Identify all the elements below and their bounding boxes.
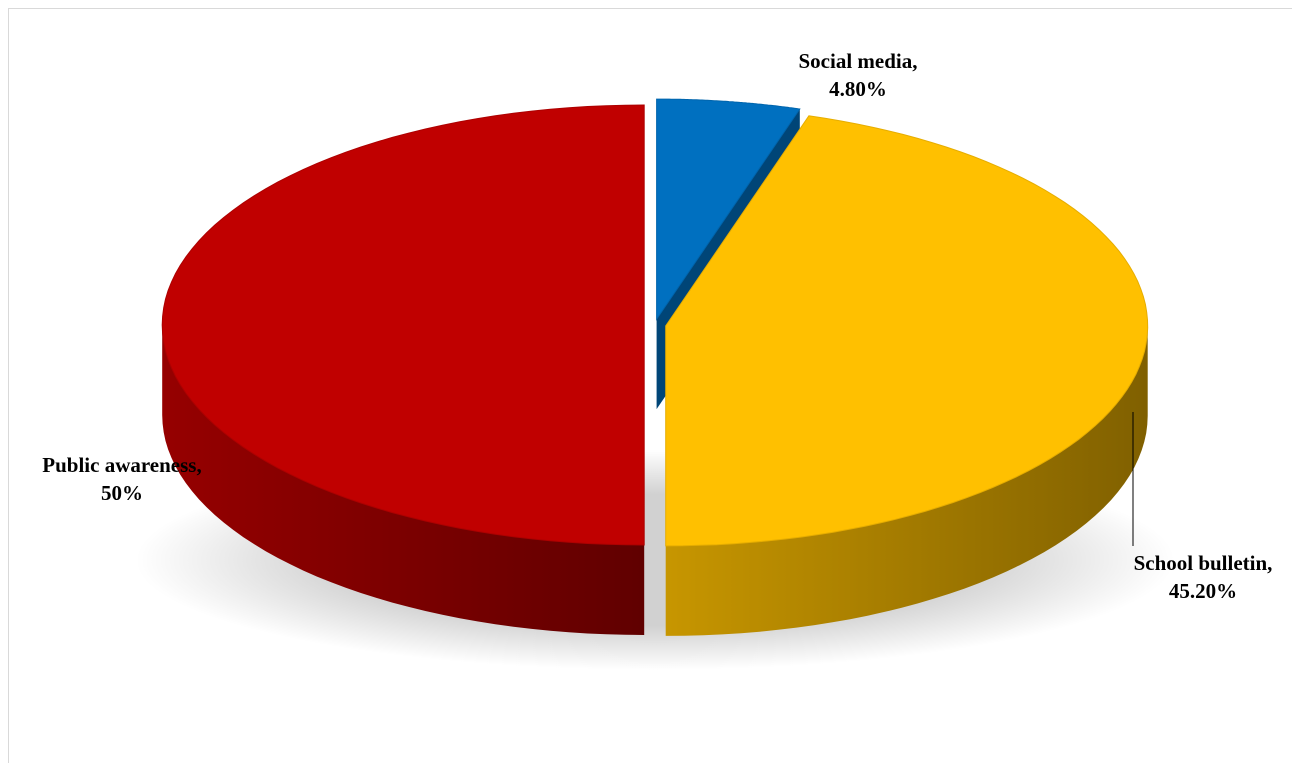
data-label-value-public-awareness: 50% [101,481,143,505]
pie-side-school-bulletin [665,325,1148,636]
pie-slice-school-bulletin [665,115,1149,547]
pie-side-public-awareness [162,325,645,635]
pie-slice-social-media [656,98,801,321]
data-label-value-social-media: 4.80% [829,77,887,101]
pie-slice-public-awareness [161,104,645,546]
data-label-name-school-bulletin: School bulletin, [1134,551,1273,575]
data-label-name-social-media: Social media, [799,49,918,73]
chart-frame [8,8,1292,763]
data-label-value-school-bulletin: 45.20% [1169,579,1237,603]
data-label-name-public-awareness: Public awareness, [42,453,201,477]
